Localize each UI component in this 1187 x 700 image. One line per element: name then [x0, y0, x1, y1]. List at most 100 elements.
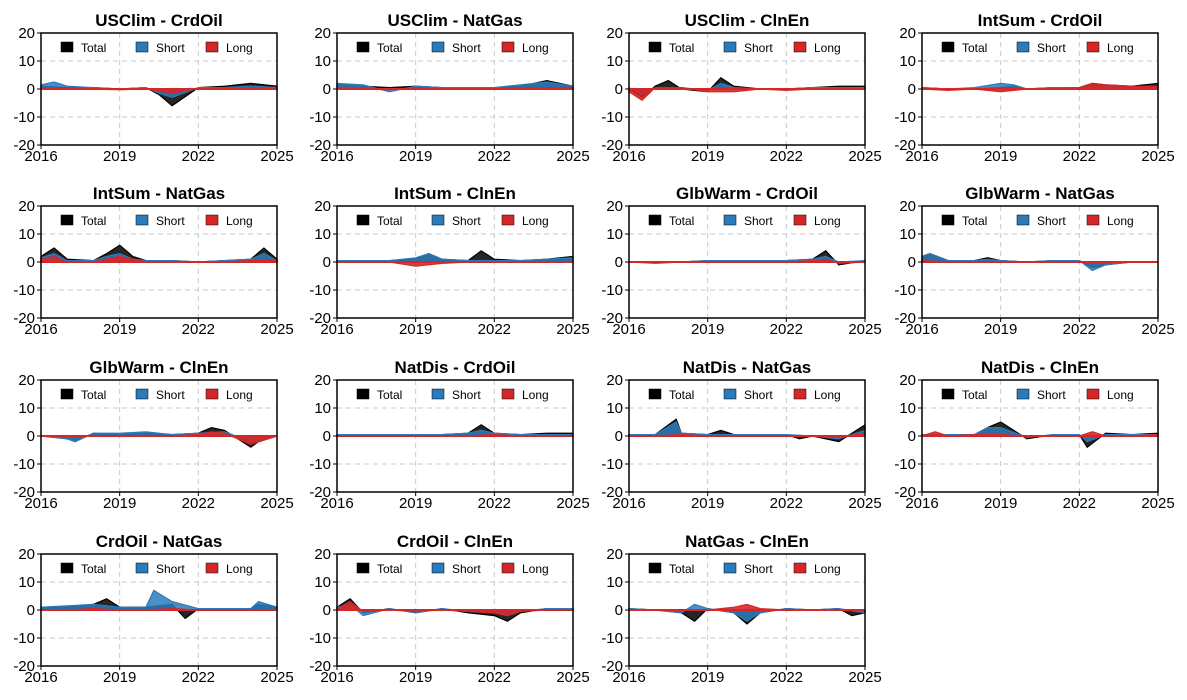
- y-tick-label: 10: [314, 400, 331, 417]
- y-tick-label: -10: [309, 456, 331, 473]
- x-tick-label: 2019: [399, 321, 432, 338]
- panel-title: CrdOil - ClnEn: [397, 532, 513, 551]
- y-tick-label: 20: [606, 372, 623, 389]
- legend-label-short: Short: [1037, 388, 1066, 402]
- y-tick-label: 10: [18, 574, 35, 591]
- x-tick-label: 2025: [260, 148, 293, 165]
- legend-swatch-total: [648, 388, 662, 400]
- legend-label-long: Long: [1107, 214, 1134, 228]
- y-tick-label: 0: [323, 254, 331, 271]
- legend-swatch-short: [431, 214, 445, 226]
- legend-swatch-short: [1016, 41, 1030, 53]
- y-tick-label: 0: [27, 602, 35, 619]
- x-tick-label: 2025: [260, 321, 293, 338]
- x-tick-label: 2019: [691, 321, 724, 338]
- x-tick-label: 2019: [399, 495, 432, 512]
- legend-label-total: Total: [377, 41, 402, 55]
- y-tick-label: 0: [908, 254, 916, 271]
- series-area-short: [40, 589, 278, 611]
- legend-label-long: Long: [814, 388, 841, 402]
- panel-title: CrdOil - NatGas: [96, 532, 223, 551]
- legend-swatch-total: [941, 41, 955, 53]
- y-tick-label: -20: [894, 310, 916, 327]
- legend-label-short: Short: [1037, 41, 1066, 55]
- x-tick-label: 2025: [556, 321, 589, 338]
- x-tick-label: 2019: [691, 495, 724, 512]
- legend-swatch-total: [356, 562, 370, 574]
- legend-swatch-total: [60, 562, 74, 574]
- x-tick-label: 2019: [984, 148, 1017, 165]
- legend-label-total: Total: [669, 388, 694, 402]
- x-tick-label: 2016: [612, 321, 645, 338]
- x-tick-label: 2019: [103, 669, 136, 686]
- x-tick-label: 2022: [182, 669, 215, 686]
- legend-swatch-long: [1086, 388, 1100, 400]
- series-area-short: [336, 252, 574, 263]
- y-tick-label: -10: [601, 282, 623, 299]
- panel-title: NatDis - CrdOil: [395, 358, 516, 377]
- x-tick-label: 2022: [1063, 321, 1096, 338]
- y-tick-label: -20: [309, 484, 331, 501]
- legend-label-short: Short: [744, 388, 773, 402]
- series-area-short: [336, 429, 574, 437]
- x-tick-label: 2016: [905, 321, 938, 338]
- legend-swatch-long: [205, 214, 219, 226]
- panel-title: IntSum - ClnEn: [394, 184, 516, 203]
- legend-swatch-total: [356, 388, 370, 400]
- y-tick-label: 20: [606, 198, 623, 215]
- x-tick-label: 2022: [478, 148, 511, 165]
- x-tick-label: 2025: [1141, 321, 1174, 338]
- x-tick-label: 2016: [320, 321, 353, 338]
- y-tick-label: 0: [908, 428, 916, 445]
- y-tick-label: -10: [13, 282, 35, 299]
- x-tick-label: 2025: [260, 495, 293, 512]
- legend-label-short: Short: [156, 214, 185, 228]
- legend-label-total: Total: [669, 562, 694, 576]
- x-tick-label: 2022: [478, 669, 511, 686]
- legend-label-long: Long: [522, 562, 549, 576]
- y-tick-label: -10: [894, 109, 916, 126]
- x-tick-label: 2016: [24, 148, 57, 165]
- y-tick-label: 10: [899, 53, 916, 70]
- x-tick-label: 2019: [984, 495, 1017, 512]
- x-tick-label: 2025: [1141, 148, 1174, 165]
- y-tick-label: 20: [18, 546, 35, 563]
- legend-label-short: Short: [452, 388, 481, 402]
- y-tick-label: -10: [894, 282, 916, 299]
- y-tick-label: 0: [323, 428, 331, 445]
- x-tick-label: 2019: [691, 669, 724, 686]
- x-tick-label: 2019: [103, 495, 136, 512]
- legend-label-short: Short: [452, 41, 481, 55]
- panel-title: USClim - ClnEn: [685, 11, 810, 30]
- x-tick-label: 2025: [848, 495, 881, 512]
- legend-label-short: Short: [744, 214, 773, 228]
- legend-swatch-short: [723, 214, 737, 226]
- legend-swatch-total: [60, 388, 74, 400]
- x-tick-label: 2016: [320, 669, 353, 686]
- y-tick-label: 20: [314, 198, 331, 215]
- legend-swatch-long: [793, 562, 807, 574]
- y-tick-label: -20: [601, 137, 623, 154]
- x-tick-label: 2025: [848, 148, 881, 165]
- legend-swatch-total: [648, 214, 662, 226]
- y-tick-label: 0: [27, 428, 35, 445]
- x-tick-label: 2019: [399, 148, 432, 165]
- y-tick-label: -10: [13, 109, 35, 126]
- y-tick-label: -10: [309, 282, 331, 299]
- legend-swatch-short: [1016, 214, 1030, 226]
- y-tick-label: 20: [18, 198, 35, 215]
- y-tick-label: 20: [18, 25, 35, 42]
- legend-label-long: Long: [814, 41, 841, 55]
- y-tick-label: -20: [601, 310, 623, 327]
- legend-label-total: Total: [669, 41, 694, 55]
- legend-swatch-total: [60, 41, 74, 53]
- series-area-short: [40, 252, 278, 263]
- legend-swatch-short: [135, 214, 149, 226]
- legend-swatch-long: [205, 562, 219, 574]
- x-tick-label: 2019: [103, 321, 136, 338]
